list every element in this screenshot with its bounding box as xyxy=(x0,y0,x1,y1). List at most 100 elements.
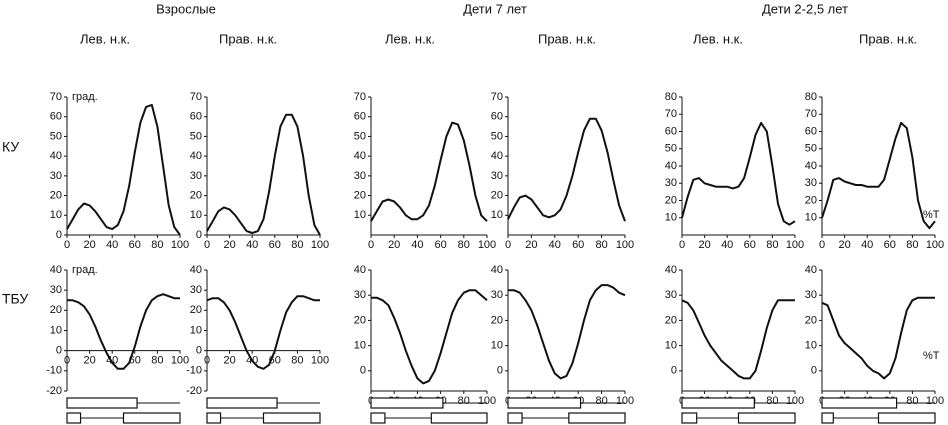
y-tick-label: 20 xyxy=(491,189,503,201)
y-tick-label: 0 xyxy=(56,229,62,241)
y-tick-label: 70 xyxy=(354,91,366,103)
y-tick-label: 40 xyxy=(491,150,503,162)
phase-bar xyxy=(821,397,898,409)
phase-bar xyxy=(206,397,278,409)
y-tick-label: 10 xyxy=(665,340,677,352)
y-tick-label: 0 xyxy=(196,345,202,357)
x-tick-label: 0 xyxy=(505,239,511,251)
annotation: град. xyxy=(72,264,98,276)
x-tick-label: 80 xyxy=(595,239,607,251)
phase-bar xyxy=(681,397,755,409)
x-tick-label: 60 xyxy=(744,239,756,251)
x-tick-label: 100 xyxy=(311,239,329,251)
curve xyxy=(508,284,626,380)
phase-bar xyxy=(122,412,181,424)
y-tick-label: 30 xyxy=(190,170,202,182)
x-tick-label: 0 xyxy=(819,239,825,251)
x-tick-label: 0 xyxy=(204,239,210,251)
y-tick-label: 20 xyxy=(50,189,62,201)
y-tick-label: 50 xyxy=(190,130,202,142)
x-tick-label: 20 xyxy=(83,239,95,251)
x-tick-label: 100 xyxy=(311,355,329,367)
y-tick-label: 40 xyxy=(805,264,817,276)
y-tick-label: 30 xyxy=(805,289,817,301)
group-title: Дети 7 лет xyxy=(463,1,527,16)
annotation: град. xyxy=(72,91,98,103)
y-tick-label: 60 xyxy=(354,111,366,123)
panel-title: Лев. н.к. xyxy=(385,31,435,46)
phase-bar xyxy=(821,412,834,424)
y-tick-label: 20 xyxy=(665,314,677,326)
y-tick-label: 0 xyxy=(811,365,817,377)
x-tick-label: 100 xyxy=(786,395,804,407)
curve xyxy=(206,113,321,236)
y-tick-label: 20 xyxy=(190,189,202,201)
x-tick-label: 60 xyxy=(269,239,281,251)
phase-bar xyxy=(66,412,82,424)
x-tick-label: 20 xyxy=(223,239,235,251)
row-label: КУ xyxy=(2,139,19,155)
y-tick-label: 20 xyxy=(354,189,366,201)
panel-title: Прав. н.к. xyxy=(219,31,277,46)
y-tick-label: 70 xyxy=(190,91,202,103)
y-tick-label: 30 xyxy=(491,289,503,301)
x-tick-label: 80 xyxy=(151,355,163,367)
y-tick-label: 10 xyxy=(50,209,62,221)
x-tick-label: 40 xyxy=(411,239,423,251)
x-tick-label: 100 xyxy=(171,355,189,367)
x-tick-label: 80 xyxy=(766,395,778,407)
x-tick-label: 80 xyxy=(906,239,918,251)
x-tick-label: 60 xyxy=(884,239,896,251)
y-tick-label: 40 xyxy=(665,264,677,276)
y-tick-label: 50 xyxy=(665,143,677,155)
y-tick-label: 80 xyxy=(665,91,677,103)
curve xyxy=(371,289,488,385)
curve xyxy=(681,299,795,380)
annotation: %T xyxy=(923,209,940,221)
y-tick-label: 30 xyxy=(50,170,62,182)
x-tick-label: 100 xyxy=(171,239,189,251)
y-tick-label: 10 xyxy=(805,212,817,224)
curve xyxy=(681,121,796,226)
y-tick-label: 10 xyxy=(491,209,503,221)
y-tick-label: 20 xyxy=(491,314,503,326)
x-tick-label: 40 xyxy=(246,239,258,251)
y-tick-label: 40 xyxy=(354,264,366,276)
phase-bar xyxy=(507,397,582,409)
group-title: Дети 2-2,5 лет xyxy=(762,1,848,16)
row-label: ТБУ xyxy=(2,291,28,307)
y-tick-label: 50 xyxy=(491,130,503,142)
y-tick-label: -20 xyxy=(186,385,202,397)
y-tick-label: 40 xyxy=(491,264,503,276)
y-tick-label: 60 xyxy=(805,125,817,137)
y-tick-label: 40 xyxy=(50,264,62,276)
y-tick-label: 20 xyxy=(805,194,817,206)
x-tick-label: 80 xyxy=(291,239,303,251)
y-tick-label: 0 xyxy=(196,229,202,241)
y-tick-label: 40 xyxy=(665,160,677,172)
y-tick-label: 60 xyxy=(50,111,62,123)
annotation: %T xyxy=(923,350,940,362)
x-tick-label: 20 xyxy=(698,239,710,251)
x-tick-label: 20 xyxy=(838,239,850,251)
phase-bar xyxy=(877,412,936,424)
y-tick-label: 60 xyxy=(190,111,202,123)
x-tick-label: 100 xyxy=(786,239,804,251)
panel-title: Прав. н.к. xyxy=(859,31,917,46)
y-tick-label: -20 xyxy=(46,385,62,397)
y-tick-label: 70 xyxy=(50,91,62,103)
x-tick-label: 80 xyxy=(151,239,163,251)
y-tick-label: 20 xyxy=(190,304,202,316)
phase-bar xyxy=(370,412,386,424)
phase-bar xyxy=(568,412,626,424)
x-tick-label: 80 xyxy=(458,395,470,407)
y-tick-label: 30 xyxy=(354,289,366,301)
y-tick-label: 30 xyxy=(665,289,677,301)
x-tick-label: 20 xyxy=(83,355,95,367)
x-tick-label: 20 xyxy=(525,239,537,251)
x-tick-label: 80 xyxy=(906,395,918,407)
x-tick-label: 80 xyxy=(595,395,607,407)
curve xyxy=(206,295,320,370)
y-tick-label: 40 xyxy=(805,160,817,172)
curve xyxy=(821,296,935,380)
